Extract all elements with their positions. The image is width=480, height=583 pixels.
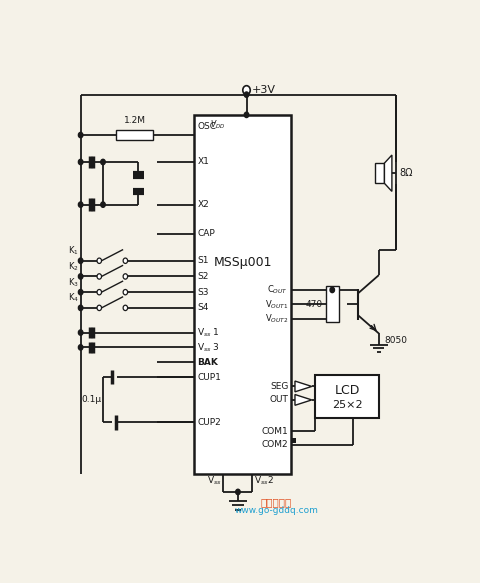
Text: K$_3$: K$_3$	[68, 276, 79, 289]
Circle shape	[97, 258, 101, 264]
Text: 1.2M: 1.2M	[123, 116, 145, 125]
Text: www.go-gddq.com: www.go-gddq.com	[234, 506, 318, 515]
Text: LCD: LCD	[334, 384, 359, 396]
Circle shape	[78, 202, 83, 208]
Text: $V_{DD}$: $V_{DD}$	[210, 119, 225, 131]
Circle shape	[78, 330, 83, 335]
Circle shape	[78, 345, 83, 350]
Bar	[116, 130, 153, 140]
Bar	[374, 163, 384, 183]
Circle shape	[78, 290, 83, 295]
Polygon shape	[294, 395, 311, 405]
Text: 8Ω: 8Ω	[398, 168, 412, 178]
Circle shape	[242, 86, 250, 94]
Circle shape	[78, 305, 83, 311]
Text: SEG: SEG	[269, 382, 288, 391]
Bar	[291, 438, 295, 442]
Text: +3V: +3V	[252, 85, 276, 95]
Text: V$_{OUT1}$: V$_{OUT1}$	[264, 298, 288, 311]
Circle shape	[97, 290, 101, 295]
Text: S3: S3	[197, 287, 208, 297]
Circle shape	[97, 274, 101, 279]
Text: V$_{ss}$ 1: V$_{ss}$ 1	[197, 326, 220, 339]
Text: COM1: COM1	[261, 427, 288, 436]
Text: S2: S2	[197, 272, 208, 281]
Circle shape	[123, 305, 127, 311]
Text: V$_{ss}$2: V$_{ss}$2	[254, 475, 274, 487]
Circle shape	[123, 290, 127, 295]
Bar	[325, 286, 338, 322]
Circle shape	[78, 274, 83, 279]
Circle shape	[100, 202, 105, 208]
Text: CUP2: CUP2	[197, 418, 221, 427]
Polygon shape	[294, 381, 311, 392]
Text: S4: S4	[197, 303, 208, 312]
Text: X2: X2	[197, 200, 209, 209]
Text: 0.1μ: 0.1μ	[82, 395, 102, 404]
Text: BAK: BAK	[197, 358, 218, 367]
Circle shape	[123, 274, 127, 279]
Text: V$_{ss}$ 3: V$_{ss}$ 3	[197, 341, 220, 354]
Circle shape	[244, 92, 248, 97]
Text: COM2: COM2	[261, 440, 288, 449]
Text: OSC: OSC	[197, 122, 216, 131]
Text: K$_1$: K$_1$	[68, 245, 79, 257]
Circle shape	[244, 112, 248, 118]
Circle shape	[78, 258, 83, 264]
Text: OUT: OUT	[269, 395, 288, 405]
Text: CUP1: CUP1	[197, 373, 221, 381]
Text: C$_{OUT}$: C$_{OUT}$	[267, 284, 288, 296]
Text: V$_{ss}$: V$_{ss}$	[206, 475, 221, 487]
Circle shape	[100, 159, 105, 164]
Text: K$_4$: K$_4$	[68, 292, 79, 304]
Text: V$_{OUT2}$: V$_{OUT2}$	[264, 312, 288, 325]
Bar	[194, 115, 291, 474]
Text: 470: 470	[305, 300, 322, 309]
Circle shape	[97, 305, 101, 311]
Text: S1: S1	[197, 257, 208, 265]
Circle shape	[123, 258, 127, 264]
Bar	[315, 375, 378, 418]
Text: 8050: 8050	[384, 336, 407, 345]
Text: X1: X1	[197, 157, 209, 167]
Text: MSSμ001: MSSμ001	[213, 257, 272, 269]
Circle shape	[329, 287, 334, 293]
Text: 25×2: 25×2	[331, 400, 362, 410]
Circle shape	[78, 132, 83, 138]
Circle shape	[235, 489, 240, 494]
Text: K$_2$: K$_2$	[68, 261, 79, 273]
Text: CAP: CAP	[197, 229, 215, 238]
Text: 广电电器网: 广电电器网	[260, 497, 291, 507]
Circle shape	[78, 159, 83, 164]
Polygon shape	[384, 155, 391, 191]
